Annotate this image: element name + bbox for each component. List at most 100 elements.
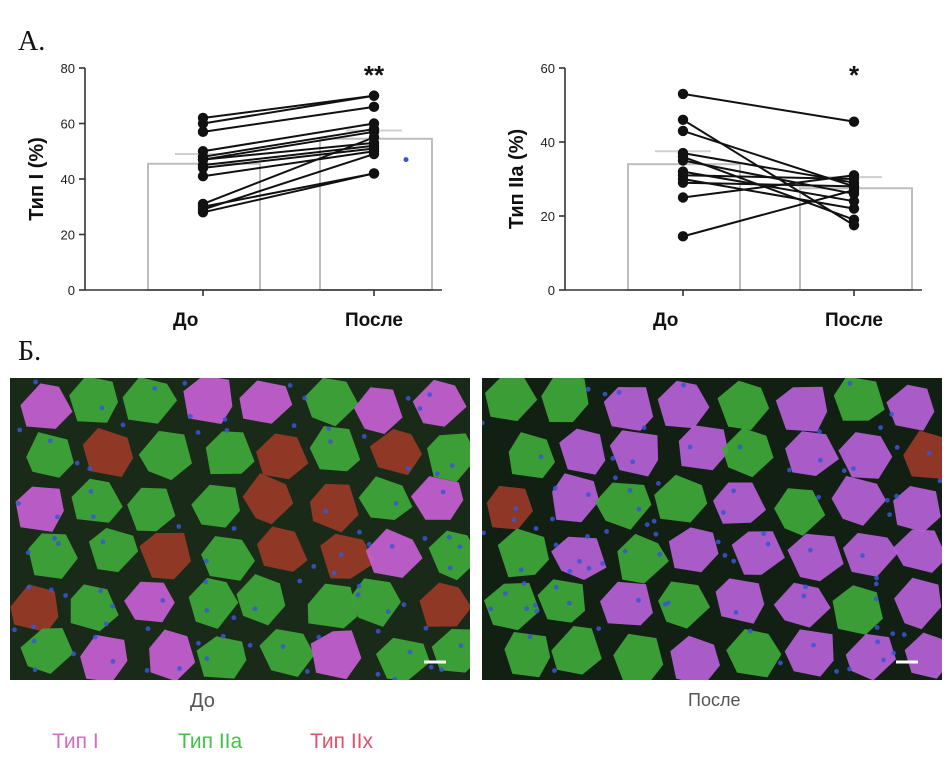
significance-label: * (849, 60, 860, 90)
nucleus (458, 643, 464, 649)
fiber-type1 (784, 629, 834, 677)
fiber-type2a (485, 378, 538, 422)
nucleus (375, 628, 381, 634)
nucleus (731, 558, 737, 564)
nucleus (778, 660, 783, 666)
fiber-type1 (559, 428, 606, 475)
pair-line (202, 147, 375, 169)
nucleus (195, 430, 201, 435)
nucleus (326, 426, 332, 432)
nucleus (737, 444, 743, 450)
nucleus (252, 606, 258, 612)
nucleus (144, 668, 150, 673)
micro-background (10, 378, 470, 680)
nucleus (513, 506, 519, 512)
nucleus (145, 626, 151, 632)
nucleus (32, 667, 38, 673)
nucleus (361, 434, 367, 439)
category-label-0: До (173, 310, 198, 331)
fiber-type1 (893, 486, 941, 533)
fiber-type2a (196, 636, 247, 679)
nucleus (247, 642, 253, 648)
fiber-type2a (427, 433, 470, 482)
y-tick-label: 40 (61, 172, 75, 187)
fiber-type1 (20, 383, 73, 429)
nucleus (851, 466, 856, 471)
pair-line (682, 189, 855, 238)
nucleus (110, 659, 116, 664)
nucleus (407, 649, 413, 655)
fiber-type1 (894, 577, 942, 630)
nucleus (586, 565, 592, 571)
panel-letter-b: Б. (18, 336, 42, 367)
fiber-type1 (551, 536, 607, 580)
nucleus (874, 575, 879, 581)
fiber-type2a (541, 378, 589, 423)
fiber-type2a (508, 432, 555, 479)
nucleus (787, 467, 792, 473)
fiber-type2x (256, 433, 309, 480)
fiber-type1 (600, 581, 653, 626)
pair-line (202, 141, 375, 161)
nucleus (681, 382, 686, 388)
point-before (197, 146, 209, 157)
y-tick-label: 80 (61, 61, 75, 76)
nucleus (887, 512, 892, 517)
fiber-type2a (28, 533, 78, 579)
nucleus (613, 475, 618, 481)
nucleus (834, 669, 839, 674)
nucleus (553, 584, 559, 590)
fiber-type1 (353, 387, 403, 434)
nucleus (803, 584, 808, 590)
nucleus (316, 634, 322, 640)
chart-type2a: 0 20 40 60 До После Тип IIa (%) * (506, 60, 922, 331)
nucleus (600, 561, 605, 566)
nucleus (120, 422, 126, 428)
pair-line (202, 105, 375, 133)
nucleus (160, 598, 166, 603)
nucleus (355, 592, 361, 598)
nucleus (297, 578, 303, 584)
nucleus (715, 539, 721, 545)
nucleus (721, 510, 726, 515)
nucleus (405, 466, 411, 471)
nucleus (687, 444, 693, 450)
point-before (677, 88, 689, 100)
nucleus (577, 558, 582, 564)
nucleus (567, 568, 573, 574)
nucleus (665, 600, 671, 606)
fiber-type2x (82, 427, 134, 477)
nucleus (188, 413, 193, 419)
pair-line (202, 150, 375, 178)
fiber-type2a (551, 626, 602, 675)
nucleus (152, 386, 158, 391)
pair-line (682, 92, 855, 123)
nucleus (503, 591, 508, 596)
pair-line (202, 94, 375, 119)
fiber-type2a (259, 629, 315, 677)
point-after (368, 118, 380, 129)
nucleus (401, 602, 407, 608)
nucleus (48, 587, 54, 593)
point-before (677, 125, 689, 137)
fiber-type2a (191, 484, 240, 528)
fiber-type2a (658, 581, 711, 629)
nucleus (937, 478, 942, 484)
nucleus (338, 552, 344, 558)
nucleus (87, 466, 93, 472)
fiber-type1 (552, 473, 600, 523)
nucleus (585, 534, 590, 539)
fiber-type2a (127, 487, 176, 532)
nucleus (98, 588, 103, 594)
nucleus (817, 429, 822, 434)
micrograph-after (482, 378, 942, 680)
point-before (677, 166, 689, 177)
nucleus (894, 493, 899, 499)
fiber-type2a (88, 527, 139, 573)
nucleus (884, 497, 890, 503)
nucleus (610, 456, 616, 461)
nucleus (385, 609, 391, 614)
fiber-type2x (903, 430, 942, 479)
nucleus (204, 608, 210, 613)
nucleus (586, 492, 591, 498)
